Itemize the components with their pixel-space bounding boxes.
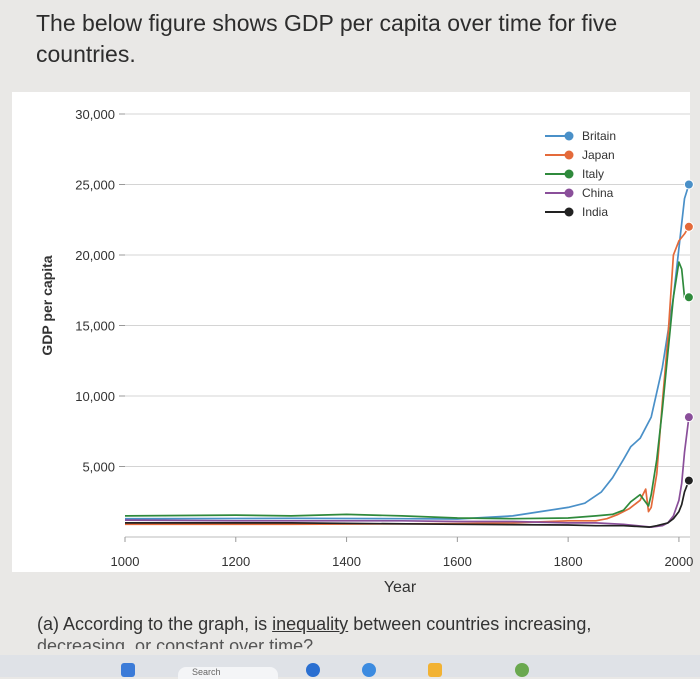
question-title: The below figure shows GDP per capita ov… [36,10,618,67]
legend-swatch-marker [564,169,574,179]
chrome-browser-icon[interactable] [362,663,376,677]
windows-start-icon[interactable] [121,663,135,677]
x-tick-label: 1200 [221,554,250,569]
legend-label-india: India [582,205,608,219]
y-tick-label: 20,000 [75,248,115,263]
legend-label-britain: Britain [582,129,616,143]
app-icon[interactable] [515,663,529,677]
gdp-chart: 5,000 10,000 15,000 20,000 25,000 30,000 1000 1… [0,92,700,602]
series-line-italy [124,261,689,520]
chart-background [12,92,690,572]
legend-label-china: China [582,186,614,200]
series-endpoint-india [683,475,694,486]
question-part-a-prefix: (a) According to the graph, is [37,614,273,634]
taskbar: Search [0,655,700,679]
y-tick-label: 15,000 [75,319,115,334]
legend-label-japan: Japan [582,148,615,162]
series-line-britain [124,184,690,520]
x-tick-label: 1000 [111,554,140,569]
y-tick-label: 25,000 [75,178,115,193]
y-tick-label: 30,000 [75,107,115,122]
legend-swatch-marker [564,150,574,160]
x-tick-label: 1800 [554,554,583,569]
edge-browser-icon[interactable] [306,663,320,677]
y-axis-title: GDP per capita [39,255,55,355]
legend-swatch-marker [564,131,574,141]
x-tick-label: 1400 [332,554,361,569]
question-part-a: (a) According to the graph, is inequalit… [37,613,677,649]
series-line-india [125,480,690,528]
inequality-link[interactable]: inequality [272,614,349,634]
x-tick-label: 2000 [664,554,693,569]
y-tick-label: 10,000 [75,389,115,404]
y-tick-label: 5,000 [82,460,115,475]
legend-swatch-marker [564,207,574,217]
chart-svg: 5,000 10,000 15,000 20,000 25,000 30,000 1000 1… [12,92,694,596]
series-endpoint-italy [683,292,694,303]
taskbar-search-label: Search [192,667,221,677]
question-part-a-cut: decreasing, or constant over time? [37,636,314,649]
x-tick-label: 1600 [443,554,472,569]
legend-swatch-marker [564,188,574,198]
x-axis-title: Year [384,579,417,596]
series-line-china [124,416,690,528]
question-part-a-suffix: between countries increasing, [348,614,592,634]
legend-label-italy: Italy [582,167,604,181]
series-endpoint-britain [683,179,694,190]
file-explorer-icon[interactable] [428,663,442,677]
series-endpoint-china [683,412,694,423]
taskbar-search-input[interactable]: Search [178,667,278,679]
series-endpoint-japan [683,221,694,232]
